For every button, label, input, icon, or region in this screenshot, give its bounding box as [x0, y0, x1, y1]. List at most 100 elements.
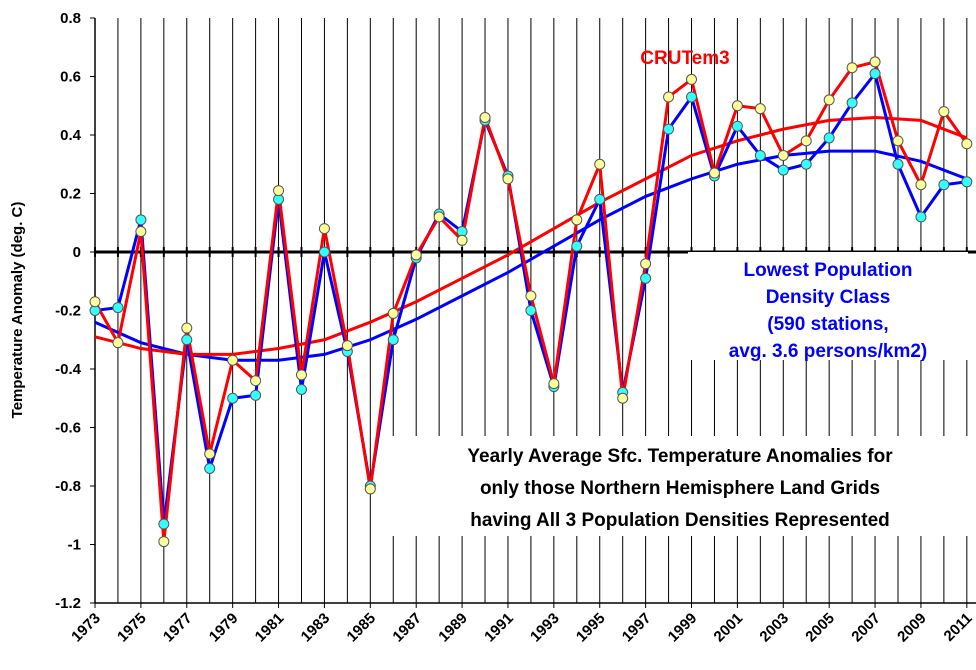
data-point	[112, 337, 124, 349]
data-point	[594, 193, 606, 205]
label-background	[688, 252, 968, 360]
data-point	[823, 132, 835, 144]
data-point	[800, 135, 812, 147]
y-axis-label: Temperature Anomaly (deg. C)	[9, 202, 26, 419]
data-point	[640, 272, 652, 284]
data-point	[502, 173, 514, 185]
data-point	[915, 179, 927, 191]
series-label: CRUTem3	[640, 48, 729, 69]
data-point	[640, 258, 652, 270]
data-point	[158, 536, 170, 548]
series-label: Density Class	[766, 287, 891, 308]
data-point	[295, 369, 307, 381]
data-point	[823, 94, 835, 106]
data-point	[387, 307, 399, 319]
data-point	[250, 375, 262, 387]
data-point	[273, 185, 285, 197]
data-point	[915, 211, 927, 223]
x-tick-label: 1991	[481, 610, 517, 646]
y-tick-label: -0.6	[55, 420, 81, 437]
y-tick-label: 0.6	[60, 69, 81, 86]
data-point	[938, 106, 950, 118]
y-tick-label: -0.8	[55, 478, 81, 495]
data-point	[410, 249, 422, 261]
data-point	[708, 167, 720, 179]
data-point	[731, 100, 743, 112]
x-tick-label: 1987	[389, 610, 425, 646]
chart-description: only those Northern Hemisphere Land Grid…	[480, 478, 880, 499]
x-tick-label: 1973	[68, 610, 104, 646]
data-point	[754, 149, 766, 161]
x-tick-label: 1983	[298, 610, 334, 646]
y-tick-label: 0.8	[60, 10, 81, 27]
data-point	[204, 448, 216, 460]
data-point	[869, 56, 881, 68]
x-tick-label: 1993	[527, 610, 563, 646]
data-point	[525, 290, 537, 302]
x-tick-label: 1979	[206, 610, 242, 646]
data-point	[754, 103, 766, 115]
data-point	[731, 120, 743, 132]
data-point	[318, 246, 330, 258]
y-tick-label: -1	[68, 537, 81, 554]
data-point	[961, 138, 973, 150]
data-point	[387, 334, 399, 346]
data-point	[227, 354, 239, 366]
x-tick-label: 2003	[756, 610, 792, 646]
data-point	[250, 389, 262, 401]
label-background	[392, 436, 968, 536]
data-point	[135, 214, 147, 226]
data-point	[777, 164, 789, 176]
data-point	[456, 234, 468, 246]
x-tick-label: 2005	[802, 610, 838, 646]
data-point	[892, 135, 904, 147]
data-point	[318, 223, 330, 235]
data-point	[686, 91, 698, 103]
data-point	[571, 240, 583, 252]
x-tick-label: 1975	[114, 610, 150, 646]
chart-description: Yearly Average Sfc. Temperature Anomalie…	[467, 446, 893, 467]
y-tick-label: -0.4	[55, 361, 82, 378]
data-point	[961, 176, 973, 188]
data-point	[686, 73, 698, 85]
x-tick-label: 2007	[848, 610, 884, 646]
y-tick-label: 0.2	[60, 186, 81, 203]
x-tick-label: 2011	[941, 610, 976, 645]
y-tick-label: -0.2	[55, 303, 81, 320]
chart-description: having All 3 Population Densities Repres…	[470, 510, 890, 531]
data-point	[181, 334, 193, 346]
x-tick-label: 1995	[573, 610, 609, 646]
y-tick-label: 0.4	[60, 127, 82, 144]
data-point	[364, 483, 376, 495]
series-label: Lowest Population	[744, 260, 913, 281]
data-point	[938, 179, 950, 191]
x-tick-label: 2009	[894, 610, 930, 646]
x-tick-label: 1997	[619, 610, 655, 646]
data-point	[571, 214, 583, 226]
data-point	[181, 322, 193, 334]
data-point	[204, 462, 216, 474]
x-tick-label: 1977	[160, 610, 196, 646]
x-tick-label: 2001	[711, 610, 747, 646]
data-point	[800, 158, 812, 170]
data-point	[525, 305, 537, 316]
data-point	[594, 158, 606, 170]
data-point	[433, 211, 445, 223]
y-tick-label: 0	[73, 244, 81, 261]
trend-line	[94, 149, 968, 362]
data-point	[663, 123, 675, 135]
data-point	[846, 62, 858, 74]
trend-line	[94, 115, 968, 356]
data-point	[295, 383, 307, 395]
x-tick-label: 1985	[344, 610, 380, 646]
data-point	[663, 91, 675, 103]
y-tick-label: -1.2	[55, 595, 81, 612]
x-tick-label: 1989	[435, 610, 471, 646]
data-point	[341, 340, 353, 352]
data-point	[869, 68, 881, 80]
x-tick-label: 1999	[665, 610, 701, 646]
data-point	[227, 392, 239, 404]
series-label: avg. 3.6 persons/km2)	[729, 341, 928, 362]
data-point	[158, 518, 170, 530]
